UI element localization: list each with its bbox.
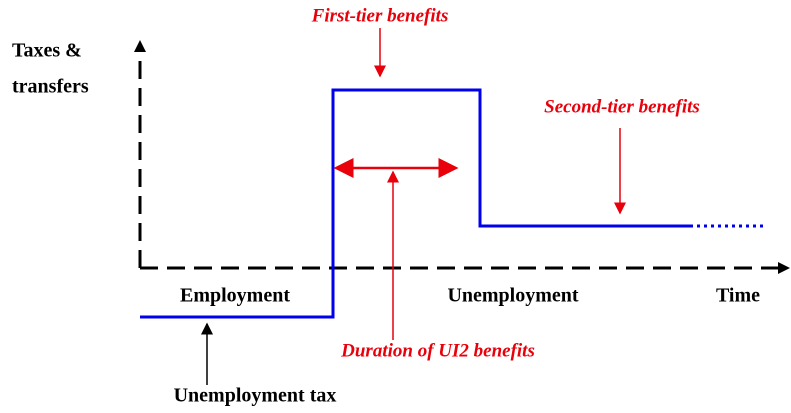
annotation: Second-tier benefits: [544, 96, 700, 117]
y-axis-arrow: [134, 40, 146, 52]
x-axis-arrow: [778, 262, 790, 274]
annotation: Unemployment tax: [174, 385, 337, 407]
annotation: Duration of UI2 benefits: [340, 340, 535, 361]
region-label: Unemployment: [447, 285, 578, 307]
y-axis-label: transfers: [12, 76, 89, 98]
region-label: Employment: [180, 285, 290, 307]
benefit-path: [140, 88, 690, 319]
x-axis-label: Time: [716, 285, 760, 307]
y-axis-label: Taxes &: [12, 40, 82, 62]
annotation: First-tier benefits: [311, 5, 449, 26]
